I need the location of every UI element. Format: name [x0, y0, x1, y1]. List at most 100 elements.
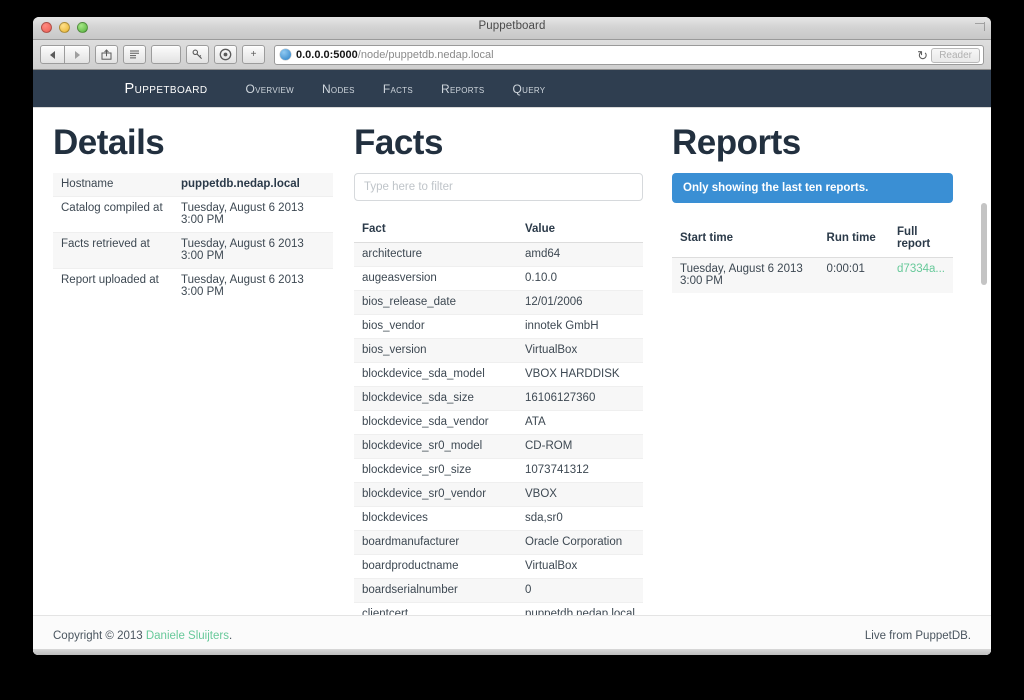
resize-grip-icon[interactable] [975, 22, 986, 33]
table-row: boardserialnumber 0 [354, 578, 643, 603]
details-value: Tuesday, August 6 2013 3:00 PM [173, 268, 333, 304]
details-table: Hostname puppetdb.nedap.local Catalog co… [53, 173, 333, 304]
minimize-window-button[interactable] [59, 22, 70, 33]
fact-value: innotek GmbH [517, 314, 643, 339]
app-navbar: Puppetboard Overview Nodes Facts Reports… [33, 70, 991, 107]
window-titlebar: Puppetboard [33, 17, 991, 40]
fact-name: bios_version [354, 338, 517, 363]
table-row: augeasversion 0.10.0 [354, 266, 643, 291]
footer-copyright-suffix: . [228, 629, 233, 642]
facts-col-fact: Fact [354, 217, 517, 243]
fact-value: 0 [517, 578, 643, 603]
fact-name: bios_vendor [354, 314, 517, 339]
fact-name: bios_release_date [354, 290, 517, 315]
nav-item-reports[interactable]: Reports [440, 81, 485, 96]
facts-title: Facts [354, 123, 443, 162]
back-arrow-icon [50, 50, 55, 59]
fact-value: CD-ROM [517, 434, 643, 459]
share-button[interactable] [95, 45, 118, 64]
fact-value: 16106127360 [517, 386, 643, 411]
table-header-row: Fact Value [354, 217, 643, 243]
reports-table-head: Start time Run time Full report [672, 220, 953, 258]
close-window-button[interactable] [41, 22, 52, 33]
fact-value: VirtualBox [517, 554, 643, 579]
zoom-window-button[interactable] [77, 22, 88, 33]
table-row: blockdevice_sda_vendor ATA [354, 410, 643, 435]
reading-list-icon [130, 50, 139, 59]
privacy-button[interactable] [214, 45, 237, 64]
page-content: Details Hostname puppetdb.nedap.local Ca… [33, 107, 991, 655]
page-scrollbar-thumb[interactable] [981, 203, 987, 285]
facts-col-value: Value [517, 217, 643, 243]
table-row: blockdevice_sda_model VBOX HARDDISK [354, 362, 643, 387]
table-row: blockdevices sda,sr0 [354, 506, 643, 531]
reading-list-button[interactable] [123, 45, 146, 64]
facts-filter-input[interactable] [354, 173, 643, 201]
footer-author-link[interactable]: Daniele Sluijters [145, 629, 229, 642]
fact-name: boardserialnumber [354, 578, 517, 603]
nav-item-facts[interactable]: Facts [382, 81, 413, 96]
page-viewport: Puppetboard Overview Nodes Facts Reports… [33, 70, 991, 655]
nav-item-query[interactable]: Query [512, 81, 546, 96]
details-table-body: Hostname puppetdb.nedap.local Catalog co… [53, 173, 333, 304]
fact-name: blockdevice_sda_model [354, 362, 517, 387]
reader-button[interactable]: Reader [931, 47, 980, 63]
nav-item-overview[interactable]: Overview [245, 81, 294, 96]
facts-table: Fact Value architecture amd64 augeasversio… [354, 217, 643, 655]
facts-panel: Facts Fact Value architectureamd64augeas… [343, 123, 653, 655]
fact-name: blockdevice_sr0_size [354, 458, 517, 483]
new-tab-button[interactable]: + [242, 45, 265, 64]
report-run-time: 0:00:01 [818, 257, 890, 293]
report-full-report-link[interactable]: d7334a... [889, 257, 953, 293]
table-row: Hostname puppetdb.nedap.local [53, 173, 333, 197]
page-scrollbar[interactable] [980, 145, 988, 655]
table-row: Catalog compiled at Tuesday, August 6 20… [53, 196, 333, 233]
table-row: boardproductname VirtualBox [354, 554, 643, 579]
blank-toolbar-button[interactable] [151, 45, 181, 64]
table-row: bios_version VirtualBox [354, 338, 643, 363]
reports-table: Start time Run time Full report Tuesday,… [672, 220, 953, 293]
details-value: puppetdb.nedap.local [173, 173, 333, 197]
fact-name: boardmanufacturer [354, 530, 517, 555]
table-row: bios_vendor innotek GmbH [354, 314, 643, 339]
fact-name: boardproductname [354, 554, 517, 579]
brand-link[interactable]: Puppetboard [124, 80, 208, 97]
footer-copyright: Copyright © 2013 Daniele Sluijters. [53, 630, 232, 642]
footer-copyright-prefix: Copyright © 2013 [53, 629, 146, 642]
reload-icon[interactable]: ↻ [917, 47, 928, 63]
nav-item-nodes[interactable]: Nodes [321, 81, 355, 96]
address-bar[interactable]: 0.0.0.0:5000 /node/puppetdb.nedap.local … [274, 44, 984, 65]
window-bottom-edge [33, 649, 991, 655]
share-icon [101, 49, 112, 60]
fact-value: VBOX [517, 482, 643, 507]
url-path: /node/puppetdb.nedap.local [357, 48, 494, 61]
globe-icon [280, 49, 291, 60]
back-button[interactable] [40, 45, 65, 64]
table-row: Tuesday, August 6 2013 3:00 PM 0:00:01 d73… [672, 257, 953, 293]
url-host: 0.0.0.0:5000 [296, 48, 358, 61]
details-key: Facts retrieved at [53, 232, 173, 269]
table-row: blockdevice_sda_size 16106127360 [354, 386, 643, 411]
fact-value: sda,sr0 [517, 506, 643, 531]
privacy-icon [219, 48, 232, 61]
table-row: Report uploaded at Tuesday, August 6 201… [53, 268, 333, 304]
fact-name: blockdevice_sr0_vendor [354, 482, 517, 507]
report-start-time: Tuesday, August 6 2013 3:00 PM [672, 257, 819, 293]
fact-value: amd64 [517, 242, 643, 267]
reports-table-body: Tuesday, August 6 2013 3:00 PM 0:00:01 d73… [672, 257, 953, 293]
details-value: Tuesday, August 6 2013 3:00 PM [173, 232, 333, 269]
forward-button[interactable] [65, 45, 90, 64]
fact-value: ATA [517, 410, 643, 435]
footer-status: Live from PuppetDB. [864, 629, 971, 642]
table-row: architecture amd64 [354, 242, 643, 267]
table-row: blockdevice_sr0_model CD-ROM [354, 434, 643, 459]
key-button[interactable] [186, 45, 209, 64]
reports-alert: Only showing the last ten reports. [672, 173, 953, 203]
fact-value: VirtualBox [517, 338, 643, 363]
fact-name: augeasversion [354, 266, 517, 291]
details-title: Details [53, 123, 165, 162]
table-row: blockdevice_sr0_vendor VBOX [354, 482, 643, 507]
reports-col-run-time: Run time [818, 220, 890, 258]
reports-col-full-report: Full report [889, 220, 953, 258]
table-row: bios_release_date 12/01/2006 [354, 290, 643, 315]
